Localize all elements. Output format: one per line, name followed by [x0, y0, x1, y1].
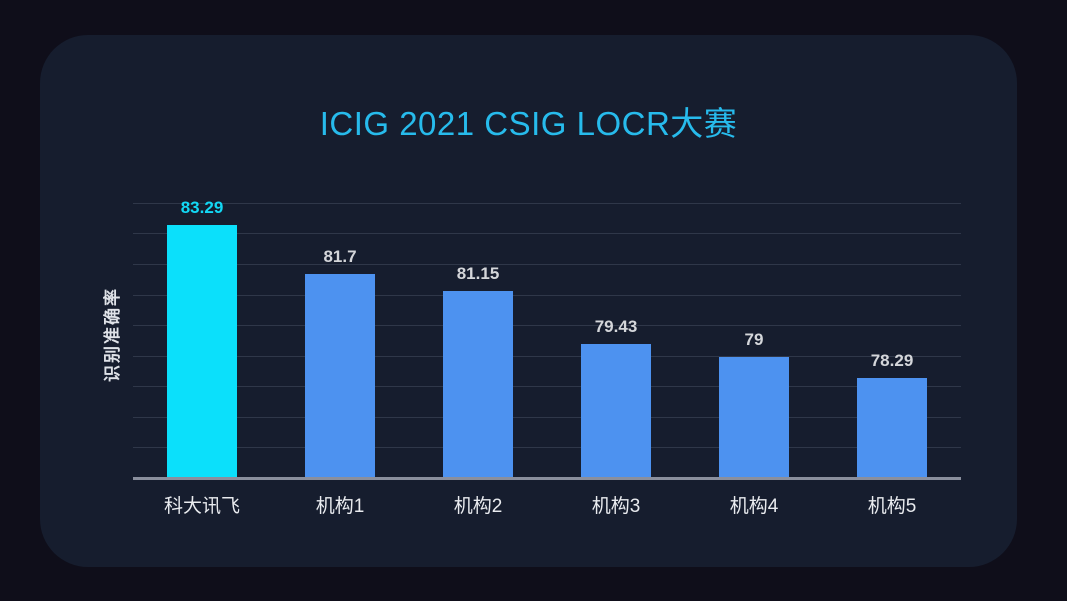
- gridline: [133, 202, 961, 204]
- bar-slot: 81.15 机构2: [409, 190, 547, 517]
- bar: [719, 356, 789, 479]
- bar: [443, 290, 513, 479]
- gridline: [133, 386, 961, 388]
- bar-category-label: 机构5: [867, 496, 917, 517]
- bar-category-label: 机构4: [729, 496, 779, 517]
- y-axis-label-wrap: 识别准确率: [92, 190, 128, 479]
- chart-card: ICIG 2021 CSIG LOCR大赛 识别准确率 83.29 科大讯飞 81.…: [40, 35, 1017, 567]
- bar-category-label: 机构3: [591, 496, 641, 517]
- bar: [857, 378, 927, 479]
- bar: [581, 343, 651, 479]
- bar-value-label: 79.43: [594, 316, 638, 336]
- gridline: [133, 294, 961, 296]
- bar-category-label: 科大讯飞: [163, 496, 240, 517]
- gridline: [133, 233, 961, 235]
- bar-value-label: 79: [744, 329, 764, 349]
- gridline: [133, 263, 961, 265]
- bar-slot: 79.43 机构3: [547, 190, 685, 517]
- bar-value-label: 81.15: [456, 263, 500, 283]
- y-axis-label: 识别准确率: [102, 287, 122, 382]
- bar-category-label: 机构2: [453, 496, 503, 517]
- plot-area: 83.29 科大讯飞 81.7 机构1 81.15 机构2 79.43 机构3 79 机构4 78.…: [133, 190, 961, 517]
- bar-slot: 81.7 机构1: [271, 190, 409, 517]
- gridline: [133, 325, 961, 327]
- chart-title: ICIG 2021 CSIG LOCR大赛: [319, 105, 738, 142]
- bar-highlighted: [167, 225, 237, 479]
- bar-slot: 78.29 机构5: [823, 190, 961, 517]
- bar-category-label: 机构1: [315, 496, 365, 517]
- bar-slot: 83.29 科大讯飞: [133, 190, 271, 517]
- bar: [305, 274, 375, 479]
- gridline: [133, 355, 961, 357]
- bar-value-label: 78.29: [870, 351, 914, 371]
- x-axis-line: [133, 477, 961, 480]
- bar-slot: 79 机构4: [685, 190, 823, 517]
- bar-value-label: 81.7: [323, 247, 357, 267]
- gridline: [133, 416, 961, 418]
- gridline: [133, 447, 961, 449]
- bar-value-label: 83.29: [180, 198, 224, 218]
